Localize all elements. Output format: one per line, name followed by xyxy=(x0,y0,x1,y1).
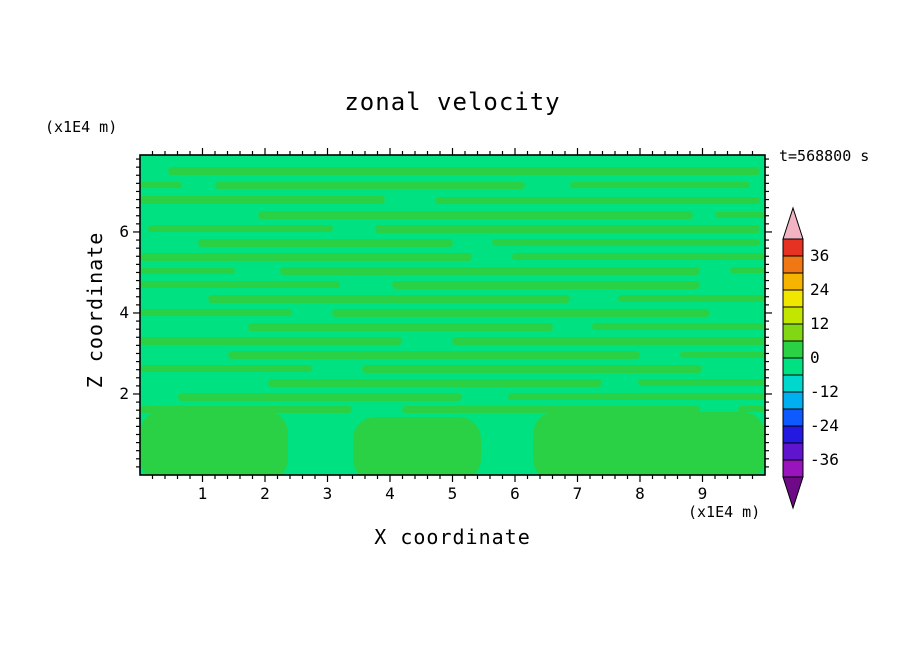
colorbar-cell xyxy=(782,340,804,359)
colorbar-under-arrow xyxy=(782,476,804,510)
colorbar-label: -24 xyxy=(810,416,839,435)
contour-band xyxy=(362,365,702,373)
colorbar-cell xyxy=(782,357,804,376)
y-axis-title: Z coordinate xyxy=(83,231,107,389)
contour-blob xyxy=(533,412,765,475)
colorbar-cell xyxy=(782,323,804,342)
contour-band xyxy=(140,182,182,188)
contour-band xyxy=(570,182,750,188)
colorbar-label: 36 xyxy=(810,246,829,265)
colorbar-cell xyxy=(782,272,804,291)
contour-field xyxy=(140,155,765,475)
x-tick-label: 5 xyxy=(448,484,458,503)
colorbar-cell xyxy=(782,289,804,308)
colorbar-label: -36 xyxy=(810,450,839,469)
colorbar-cell xyxy=(782,408,804,427)
colorbar-cell xyxy=(782,425,804,444)
colorbar-over-arrow xyxy=(782,206,804,240)
colorbar-label: 24 xyxy=(810,280,829,299)
contour-band xyxy=(208,295,570,303)
contour-band xyxy=(215,182,525,189)
x-tick-label: 8 xyxy=(635,484,645,503)
colorbar-cell xyxy=(782,459,804,478)
contour-band xyxy=(638,379,765,386)
x-tick-label: 9 xyxy=(698,484,708,503)
colorbar-cell xyxy=(782,238,804,257)
contour-band xyxy=(140,337,402,345)
contour-band xyxy=(148,225,333,232)
contour-band xyxy=(592,323,765,330)
colorbar-cell xyxy=(782,442,804,461)
colorbar-cell xyxy=(782,374,804,393)
colorbar-label: 0 xyxy=(810,348,820,367)
contour-blob xyxy=(140,411,288,475)
x-tick-label: 2 xyxy=(260,484,270,503)
contour-band xyxy=(375,225,760,233)
contour-band xyxy=(140,281,340,288)
contour-band xyxy=(140,196,385,204)
colorbar-label: -12 xyxy=(810,382,839,401)
contour-band xyxy=(280,267,700,275)
contour-band xyxy=(392,281,700,289)
x-tick-label: 3 xyxy=(323,484,333,503)
colorbar-cell xyxy=(782,391,804,410)
x-tick-label: 1 xyxy=(198,484,208,503)
contour-band xyxy=(512,253,765,260)
contour-band xyxy=(618,295,765,302)
contour-band xyxy=(258,211,693,219)
x-tick-label: 7 xyxy=(573,484,583,503)
y-tick-label: 4 xyxy=(119,303,129,322)
contour-band xyxy=(715,212,765,218)
contour-band xyxy=(140,253,472,261)
contour-band xyxy=(730,267,765,273)
contour-band xyxy=(140,309,292,316)
colorbar-cell xyxy=(782,255,804,274)
y-axis-unit-label: (x1E4 m) xyxy=(45,118,118,136)
x-tick-label: 4 xyxy=(385,484,395,503)
y-tick-label: 6 xyxy=(119,222,129,241)
contour-band xyxy=(168,167,760,175)
x-axis-title: X coordinate xyxy=(374,525,531,549)
contour-band xyxy=(492,239,760,246)
contour-band xyxy=(402,406,700,413)
x-tick-label: 6 xyxy=(510,484,520,503)
chart-title: zonal velocity xyxy=(344,88,561,116)
contour-band xyxy=(178,393,462,401)
contour-band xyxy=(198,239,453,247)
contour-band xyxy=(228,351,640,359)
contour-band xyxy=(140,365,312,372)
colorbar-label: 12 xyxy=(810,314,829,333)
contour-band xyxy=(140,268,235,274)
contour-band xyxy=(452,337,765,345)
contour-band xyxy=(738,406,765,412)
contour-band xyxy=(332,309,710,317)
contour-band xyxy=(508,393,765,400)
contour-band xyxy=(680,352,765,358)
y-tick-label: 2 xyxy=(119,384,129,403)
contour-band xyxy=(268,379,602,387)
time-stamp-label: t=568800 s xyxy=(779,147,870,165)
contour-band xyxy=(435,197,760,204)
contour-band xyxy=(248,323,553,331)
colorbar-cell xyxy=(782,306,804,325)
contour-blob xyxy=(353,417,481,475)
x-axis-unit-label: (x1E4 m) xyxy=(688,503,761,521)
